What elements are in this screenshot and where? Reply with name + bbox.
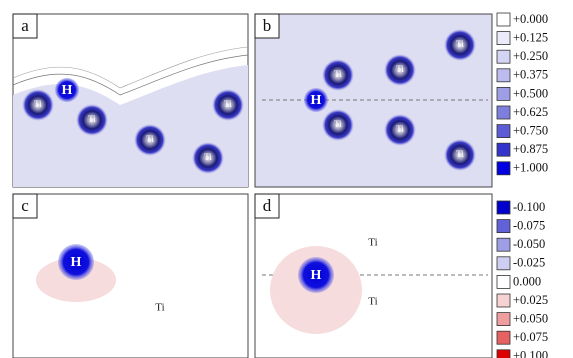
atom-label: H <box>62 83 73 98</box>
panel-letter: b <box>263 16 272 35</box>
legend-swatch <box>497 257 510 270</box>
legend-label: -0.100 <box>513 200 545 214</box>
legend-swatch <box>497 87 510 100</box>
legend-label: +0.050 <box>513 311 548 325</box>
atom-label: H <box>311 268 322 283</box>
legend-swatch <box>497 50 510 63</box>
legend-label: +0.625 <box>513 105 548 119</box>
atom-label: H <box>71 255 82 270</box>
legend-label: -0.050 <box>513 237 545 251</box>
atom-label: Ti <box>34 99 42 109</box>
atom-label: Ti <box>155 302 164 314</box>
legend-swatch <box>497 331 510 344</box>
atom-label: Ti <box>204 152 212 162</box>
atom-label: Ti <box>146 134 154 144</box>
legend-swatch <box>497 220 510 233</box>
atom-label: Ti <box>224 99 232 109</box>
legends: +0.000 +0.125 +0.250 +0.375 +0.500 +0.625 +0.7… <box>497 12 548 358</box>
legend-label: -0.075 <box>513 218 545 232</box>
legend-label: +1.000 <box>513 161 548 175</box>
legend-swatch <box>497 32 510 45</box>
atom-label: Ti <box>334 119 342 129</box>
legend-label: +0.375 <box>513 68 548 82</box>
atom-label: Ti <box>368 296 377 308</box>
legend-swatch <box>497 69 510 82</box>
figure: H Ti Ti Ti Ti Ti a H Ti Ti Ti Ti Ti Ti b H Ti c H Ti Ti d +0.… <box>0 0 573 358</box>
legend-swatch <box>497 275 510 288</box>
legend-swatch <box>497 106 510 119</box>
legend-swatch <box>497 13 510 26</box>
legend-label: +0.250 <box>513 49 548 63</box>
legend-label: +0.750 <box>513 123 548 137</box>
legend-swatch <box>497 162 510 175</box>
legend-label: +0.875 <box>513 142 548 156</box>
atom-label: Ti <box>88 114 96 124</box>
legend-label: 0.000 <box>513 274 541 288</box>
legend-label: +0.100 <box>513 349 548 358</box>
legend-label: +0.075 <box>513 330 548 344</box>
legend-swatch <box>497 294 510 307</box>
atom-label: Ti <box>456 39 464 49</box>
legend-swatch <box>497 201 510 214</box>
legend-label: +0.125 <box>513 30 548 44</box>
atom-label: Ti <box>396 64 404 74</box>
atom-label: Ti <box>334 69 342 79</box>
atom-label: Ti <box>456 149 464 159</box>
atom-label: Ti <box>368 237 377 249</box>
legend-swatch <box>497 313 510 326</box>
legend-swatch <box>497 143 510 156</box>
atom-label: H <box>311 93 322 108</box>
legend-swatch <box>497 125 510 138</box>
atom-label: Ti <box>396 124 404 134</box>
panel-letter: d <box>263 196 272 215</box>
legend-swatch <box>497 350 510 358</box>
legend-label: +0.025 <box>513 293 548 307</box>
panel-letter: c <box>21 196 29 215</box>
panels <box>13 14 492 358</box>
legend-label: +0.000 <box>513 12 548 26</box>
panel-letter: a <box>21 16 29 35</box>
legend-label: -0.025 <box>513 256 545 270</box>
legend-label: +0.500 <box>513 86 548 100</box>
legend-swatch <box>497 238 510 251</box>
